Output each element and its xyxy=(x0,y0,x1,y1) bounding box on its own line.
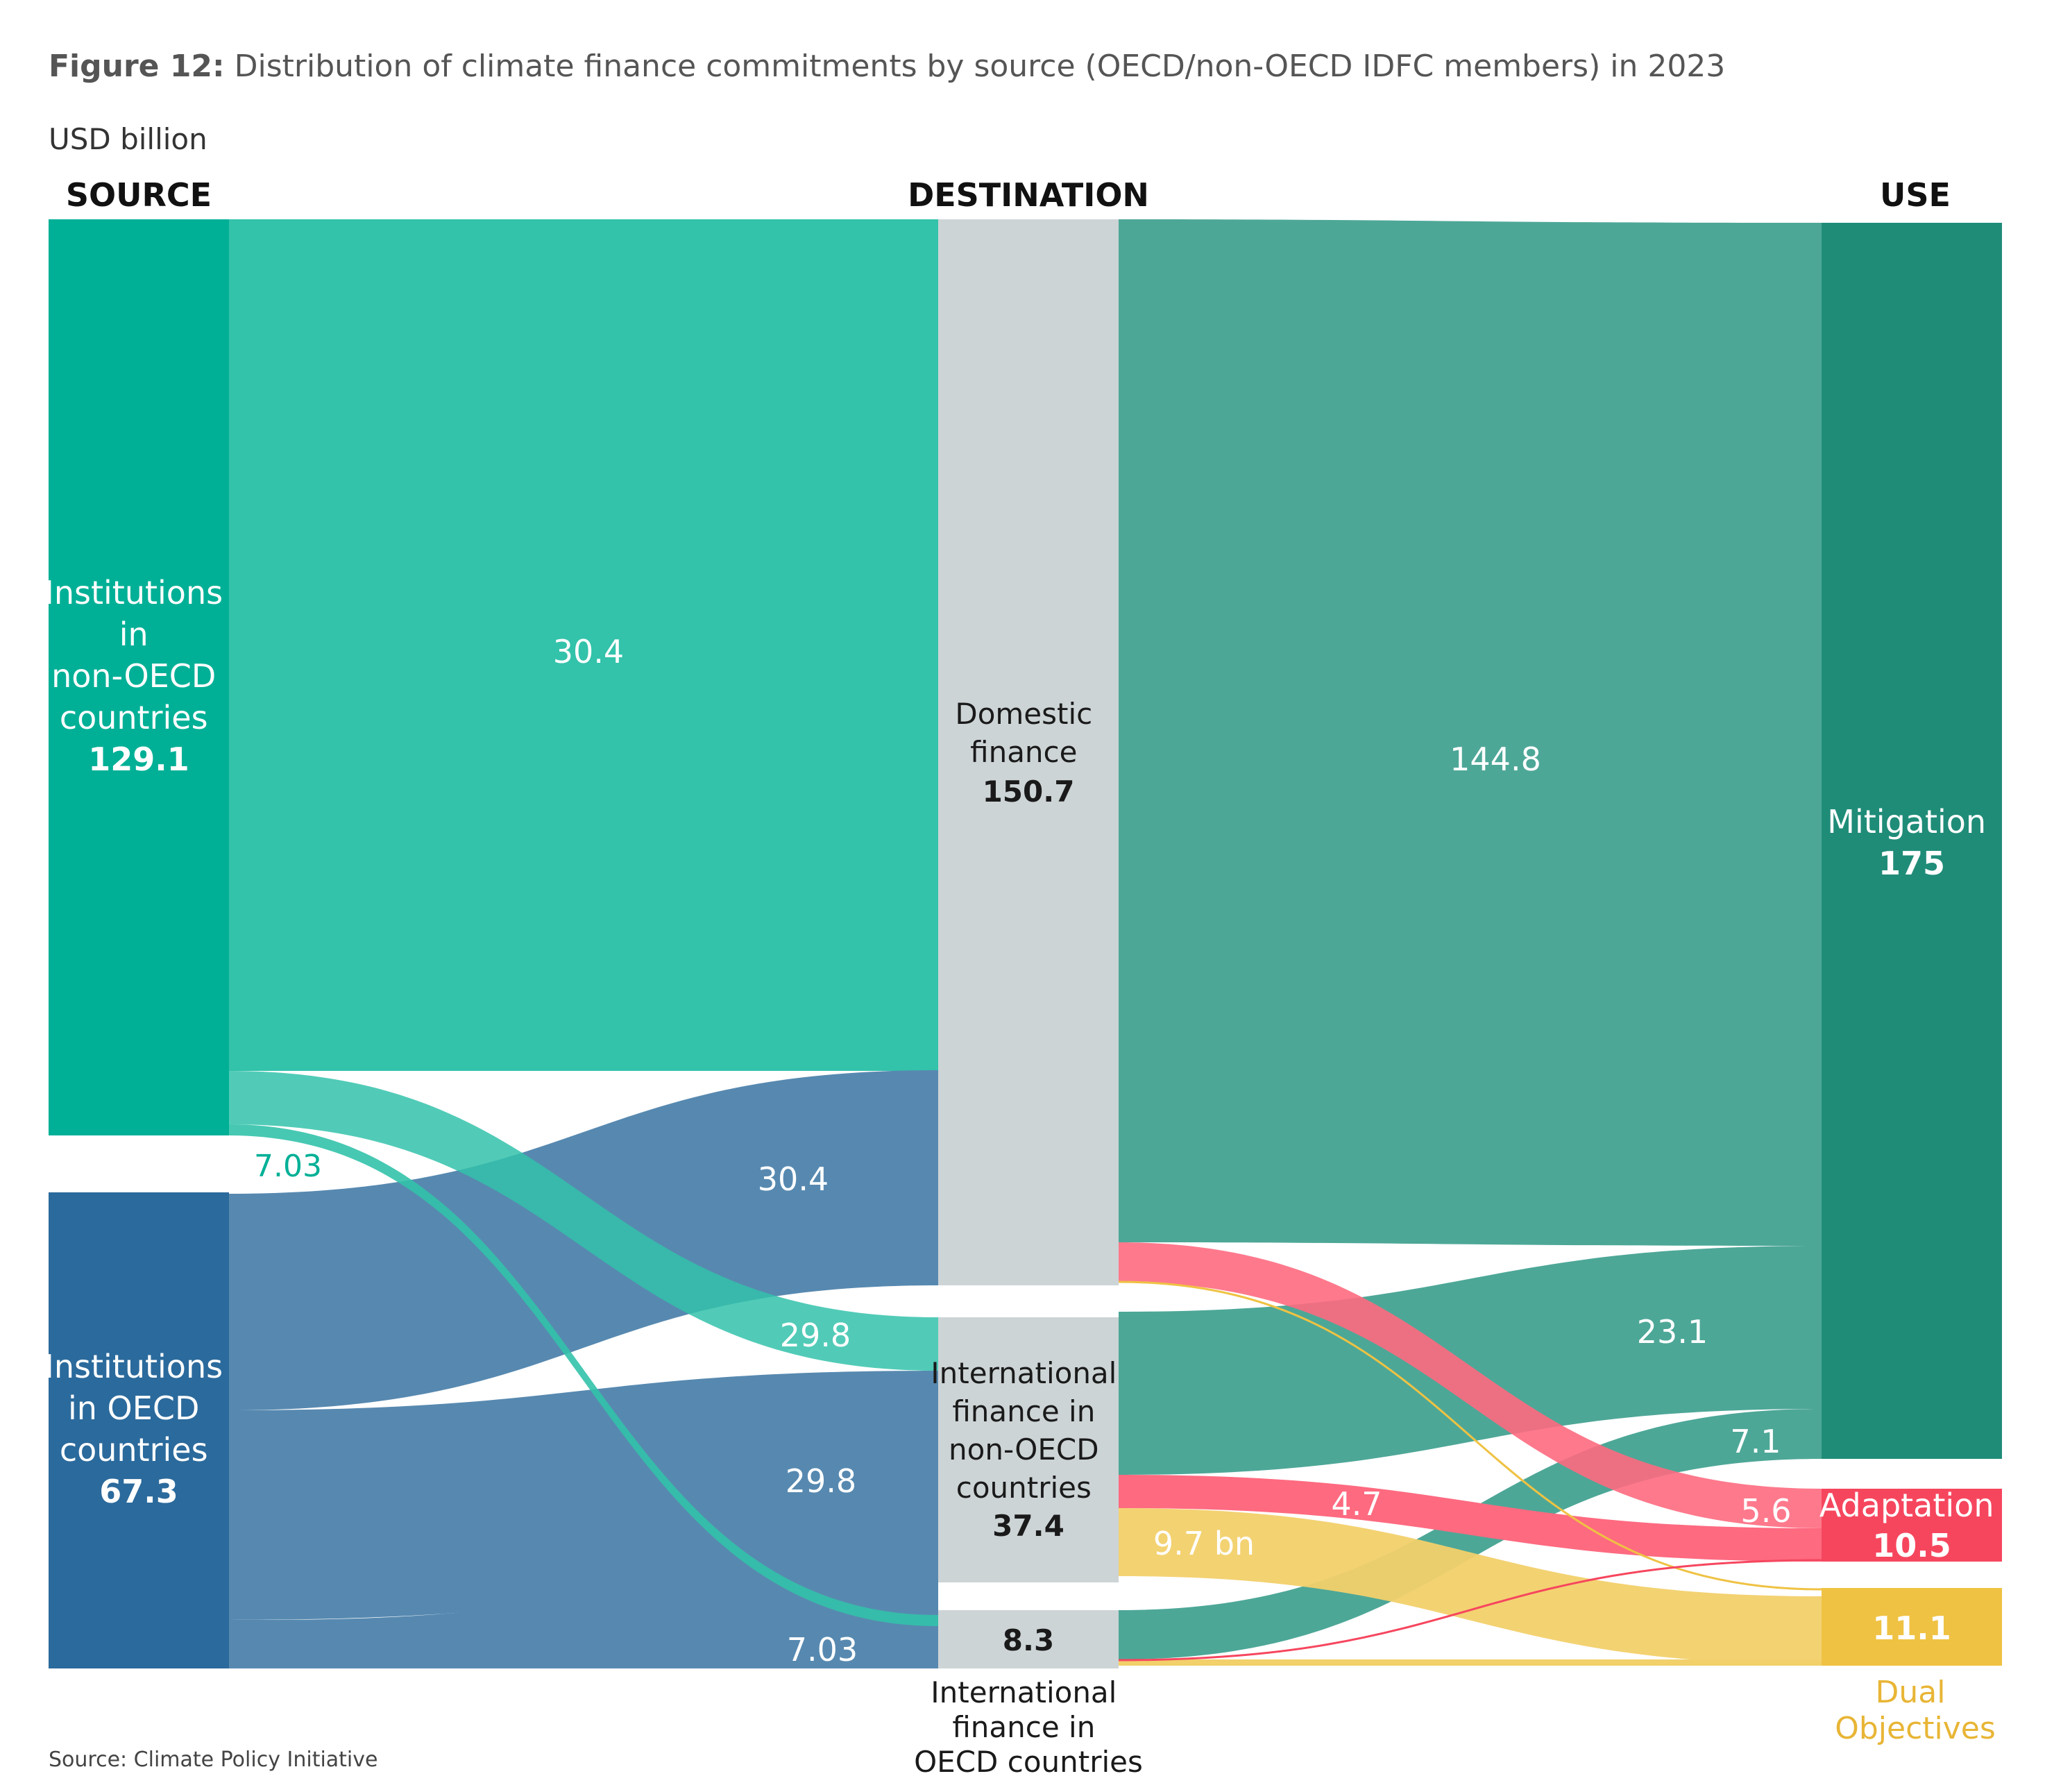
node-value-dual: 11.1 xyxy=(1872,1609,1951,1647)
flow-value-intl-non-oecd-adaptation: 4.7 xyxy=(1331,1485,1382,1523)
node-label-mitigation: Mitigation 175 xyxy=(1827,803,1996,882)
node-label-non-oecd: Institutions in non-OECD countries 129.1 xyxy=(44,574,232,778)
node-international-finance-oecd[interactable] xyxy=(938,1610,1119,1668)
flow-value-oecd-intl-oecd: 7.03 xyxy=(787,1631,858,1668)
node-value-mitigation: 175 xyxy=(1878,845,1945,882)
node-value-intl-non-oecd: 37.4 xyxy=(992,1509,1064,1543)
flow-value-oecd-intl-non-oecd: 29.8 xyxy=(786,1462,856,1500)
flow-value-intl-non-oecd-mitigation: 23.1 xyxy=(1637,1313,1708,1351)
node-label-oecd: Institutions in OECD countries 67.3 xyxy=(44,1348,232,1510)
flow-intl-non-oecd-to-adaptation xyxy=(1119,1475,1822,1562)
node-label-intl-non-oecd: International finance in non-OECD countr… xyxy=(931,1356,1126,1543)
flow-nonoecd-to-intl-oecd xyxy=(229,1124,938,1626)
column-header-use: USE xyxy=(1880,176,1951,214)
node-oecd-institutions[interactable] xyxy=(49,1192,229,1668)
flow-domestic-to-dual xyxy=(1118,1280,1822,1591)
flow-value-oecd-domestic: 30.4 xyxy=(758,1160,829,1198)
flow-value-nonoecd-intl-oecd: 7.03 xyxy=(254,1149,322,1184)
column-header-source: SOURCE xyxy=(66,176,212,214)
figure-title: Figure 12: Distribution of climate finan… xyxy=(49,49,1725,84)
node-value-domestic: 150.7 xyxy=(983,775,1075,809)
column-header-destination: DESTINATION xyxy=(908,176,1149,214)
node-value-oecd: 67.3 xyxy=(99,1473,178,1510)
node-value-adaptation: 10.5 xyxy=(1872,1527,1951,1564)
node-domestic-finance[interactable] xyxy=(938,219,1119,1285)
flow-intl-non-oecd-to-mitigation xyxy=(1119,1246,1822,1475)
flow-oecd-to-intl-oecd xyxy=(229,1575,938,1668)
flow-domestic-to-mitigation xyxy=(1119,219,1822,1246)
flow-domestic-to-adaptation xyxy=(1119,1242,1822,1528)
source-note: Source: Climate Policy Initiative xyxy=(49,1748,377,1772)
figure-title-text: Distribution of climate finance commitme… xyxy=(225,49,1726,84)
flow-value-nonoecd-domestic: 30.4 xyxy=(553,633,624,670)
flow-nonoecd-to-intl-non-oecd xyxy=(229,1071,938,1371)
flow-value-domestic-adaptation: 5.6 xyxy=(1740,1492,1791,1530)
flow-nonoecd-to-domestic xyxy=(229,219,938,1071)
node-value-non-oecd: 129.1 xyxy=(88,741,189,778)
node-dual-objectives[interactable] xyxy=(1822,1588,2002,1666)
node-labels-layer: Institutions in non-OECD countries 129.1… xyxy=(44,574,2004,1779)
flow-labels-layer: 30.4 7.03 30.4 29.8 29.8 7.03 144.8 23.1… xyxy=(254,633,1792,1668)
node-international-finance-non-oecd[interactable] xyxy=(938,1317,1119,1582)
node-mitigation[interactable] xyxy=(1822,223,2002,1459)
node-value-intl-oecd: 8.3 xyxy=(1003,1623,1054,1657)
flows-layer xyxy=(229,219,1822,1668)
flow-value-domestic-mitigation: 144.8 xyxy=(1450,741,1541,778)
flow-intl-non-oecd-to-dual xyxy=(1119,1508,1822,1664)
flow-intl-oecd-to-dual xyxy=(1119,1659,1822,1666)
figure-title-prefix: Figure 12: xyxy=(49,49,225,84)
flow-value-intl-oecd-mitigation: 7.1 xyxy=(1730,1423,1781,1460)
flow-oecd-to-intl-non-oecd xyxy=(229,1371,938,1620)
node-non-oecd-institutions[interactable] xyxy=(49,219,229,1135)
flow-value-nonoecd-intl-non-oecd: 29.8 xyxy=(780,1317,851,1354)
nodes-layer xyxy=(49,219,2002,1668)
node-adaptation[interactable] xyxy=(1822,1489,2002,1562)
flow-intl-oecd-to-adaptation xyxy=(1118,1559,1822,1662)
flow-value-intl-non-oecd-dual: 9.7 bn xyxy=(1153,1525,1255,1562)
node-label-dual: Dual Objectives xyxy=(1835,1675,1996,1746)
node-label-adaptation: Adaptation 10.5 xyxy=(1819,1487,2004,1564)
node-label-domestic: Domestic finance 150.7 xyxy=(955,697,1101,809)
node-label-intl-oecd: International finance in OECD countries xyxy=(914,1675,1143,1779)
unit-label: USD billion xyxy=(49,122,207,156)
